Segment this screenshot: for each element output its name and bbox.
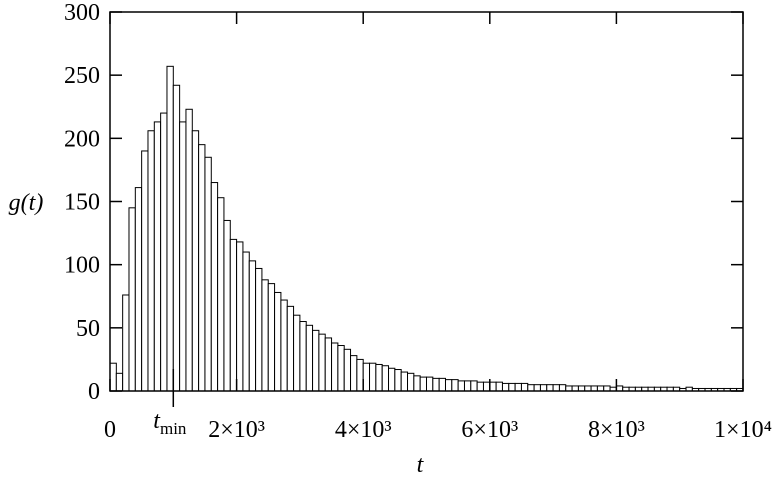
bar [153, 121, 162, 392]
bar [457, 380, 465, 392]
bar [489, 381, 497, 392]
x-tick-label: 2×10³ [208, 417, 265, 443]
x-tick-label: 1×10⁴ [714, 417, 772, 443]
bar [413, 375, 421, 392]
bar [444, 379, 453, 392]
bar [280, 299, 288, 392]
bar [274, 291, 282, 392]
bar [571, 385, 579, 392]
bar [470, 380, 478, 392]
bar [324, 337, 333, 392]
bar [482, 381, 491, 392]
bar [191, 130, 200, 392]
annotation-subscript: min [160, 419, 187, 438]
bar [495, 381, 503, 392]
bar [217, 197, 225, 392]
y-tick-label: 50 [76, 316, 100, 342]
x-tick-label: 4×10³ [335, 417, 392, 443]
bar [166, 65, 174, 392]
bar [565, 385, 573, 392]
bar [388, 367, 396, 392]
y-axis-label: g(t) [9, 190, 44, 216]
bar [242, 251, 250, 392]
bar [160, 112, 168, 392]
y-tick-label: 100 [64, 253, 100, 279]
bar [584, 385, 592, 392]
bar [539, 384, 548, 392]
bar [501, 382, 510, 392]
bar [369, 362, 377, 392]
y-tick-label: 250 [64, 63, 100, 89]
bar [407, 372, 415, 392]
bar [520, 382, 529, 392]
bar [267, 283, 276, 392]
bar [299, 321, 307, 392]
bar [255, 267, 263, 392]
bar [590, 385, 598, 392]
bar [147, 130, 155, 392]
bar [603, 385, 611, 392]
bar [356, 358, 364, 392]
bar [115, 372, 124, 392]
bar [312, 329, 320, 392]
y-tick-label: 300 [64, 0, 100, 26]
bar [141, 150, 149, 392]
bar [463, 380, 472, 392]
bar [286, 305, 295, 392]
bar [198, 144, 206, 392]
x-tick-label: 0 [104, 417, 116, 443]
bar [577, 385, 586, 392]
bar [210, 182, 219, 392]
bar [331, 342, 339, 392]
bar [514, 382, 522, 392]
bar [318, 333, 326, 392]
x-axis-label: t [417, 452, 425, 478]
annotation: tmin [153, 408, 187, 438]
bar [527, 384, 535, 392]
bar [248, 260, 257, 392]
annotation-text: t [153, 408, 161, 434]
bar [172, 84, 181, 392]
bar [362, 362, 371, 392]
y-tick-label: 200 [64, 126, 100, 152]
bar [546, 384, 554, 392]
bar [229, 238, 238, 392]
bar [476, 381, 484, 392]
bar [533, 384, 541, 392]
bar [343, 348, 352, 392]
bar [185, 108, 193, 392]
bar [350, 355, 358, 392]
bar [179, 121, 187, 392]
x-tick-label: 8×10³ [588, 417, 645, 443]
bar [552, 384, 560, 392]
bar [426, 376, 434, 392]
bar [305, 324, 314, 392]
bar [508, 382, 516, 392]
bar [615, 385, 624, 392]
bar [381, 365, 390, 392]
bar [223, 219, 231, 392]
bar [337, 345, 345, 392]
bar [451, 379, 459, 392]
bar [293, 314, 301, 392]
bar [261, 279, 269, 392]
bar [134, 187, 143, 392]
bar [419, 376, 428, 392]
bar [596, 385, 605, 392]
bar [394, 369, 402, 392]
bar [400, 371, 409, 392]
bar [438, 377, 446, 392]
bar [236, 241, 244, 392]
bar [204, 156, 212, 392]
bar [109, 362, 117, 392]
bar [375, 363, 383, 392]
bar [128, 207, 136, 392]
bar [122, 294, 130, 392]
x-tick-label: 6×10³ [461, 417, 518, 443]
y-tick-label: 0 [88, 379, 100, 405]
bar [432, 377, 440, 392]
y-tick-label: 150 [64, 190, 100, 216]
bar [558, 384, 567, 392]
